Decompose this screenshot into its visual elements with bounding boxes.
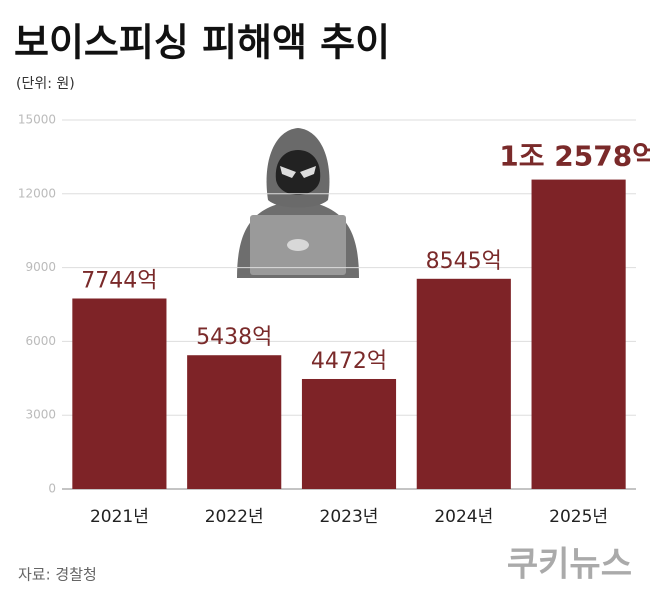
value-label: 5438억: [196, 325, 272, 350]
bar: [531, 179, 626, 489]
bar: [301, 378, 397, 489]
y-tick-label: 9000: [25, 260, 56, 274]
chart-subtitle: (단위: 원): [16, 76, 75, 92]
value-label: 8545억: [426, 249, 502, 274]
bar: [416, 278, 511, 489]
value-label: 1조 2578억: [499, 140, 650, 173]
value-label: 7744억: [81, 268, 157, 293]
x-tick-label: 2023년: [320, 507, 379, 527]
y-tick-label: 15000: [18, 113, 56, 127]
publisher-logo: 쿠키뉴스: [507, 545, 632, 585]
bar: [72, 298, 167, 489]
source-note: 자료: 경찰청: [18, 566, 97, 584]
y-tick-label: 0: [48, 482, 56, 496]
chart-title: 보이스피싱 피해액 추이: [14, 21, 390, 65]
value-label: 4472억: [311, 349, 387, 374]
y-tick-label: 6000: [25, 334, 56, 348]
y-tick-label: 3000: [25, 408, 56, 422]
x-tick-label: 2021년: [90, 507, 149, 527]
bar: [187, 355, 282, 489]
x-tick-label: 2024년: [434, 507, 493, 527]
x-tick-label: 2025년: [549, 507, 608, 527]
x-tick-label: 2022년: [205, 507, 264, 527]
y-tick-label: 12000: [18, 186, 56, 200]
hacker-illustration: [237, 128, 359, 278]
